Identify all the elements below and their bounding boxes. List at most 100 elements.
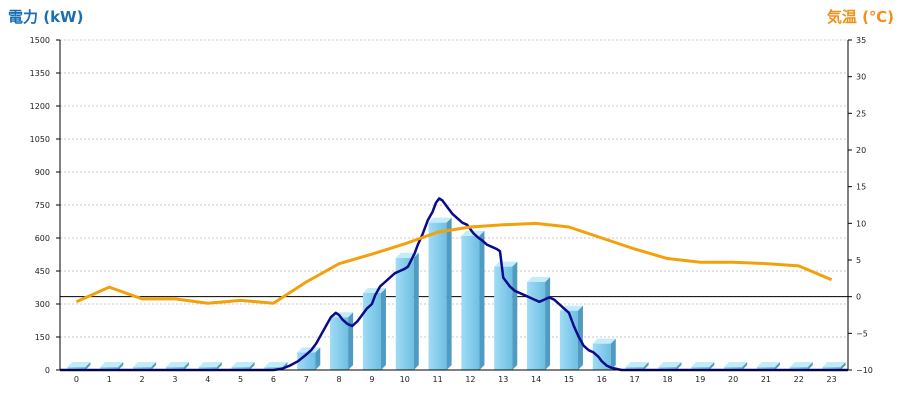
bar-side xyxy=(610,338,616,370)
bar-top xyxy=(198,362,222,367)
bar-side xyxy=(380,288,386,370)
left-tick-label: 750 xyxy=(35,201,50,210)
bar-top xyxy=(789,362,813,367)
bar-top xyxy=(658,362,682,367)
bar xyxy=(67,362,91,370)
bar-side xyxy=(348,312,354,370)
bar xyxy=(165,362,189,370)
x-tick-label: 12 xyxy=(465,375,475,384)
bar-side xyxy=(413,252,419,370)
right-tick-label: 15 xyxy=(856,183,866,192)
bar-front xyxy=(264,367,283,370)
x-tick-label: 5 xyxy=(238,375,243,384)
bar-top xyxy=(297,347,321,353)
right-tick-label: 20 xyxy=(856,146,866,155)
x-tick-label: 20 xyxy=(728,375,738,384)
bar-top xyxy=(133,362,157,367)
x-tick-label: 22 xyxy=(794,375,804,384)
bar xyxy=(133,362,157,370)
bar xyxy=(789,362,813,370)
bar-side xyxy=(479,230,485,370)
bar-front xyxy=(231,367,250,370)
bar xyxy=(100,362,124,370)
bar xyxy=(756,362,780,370)
bar-top xyxy=(494,261,518,267)
bar-side xyxy=(840,362,846,370)
x-tick-label: 0 xyxy=(74,375,79,384)
bar-side xyxy=(807,362,813,370)
bar-front xyxy=(822,367,841,370)
right-tick-label: 5 xyxy=(856,256,861,265)
bar-top xyxy=(822,362,846,367)
right-tick-label: 0 xyxy=(856,293,861,302)
left-tick-label: 600 xyxy=(35,234,50,243)
bar-top xyxy=(362,288,386,293)
bar xyxy=(362,288,386,370)
bar-front xyxy=(691,367,710,370)
bar-front xyxy=(494,266,513,370)
bar-front xyxy=(100,367,119,370)
bar xyxy=(822,362,846,370)
x-tick-label: 23 xyxy=(826,375,836,384)
bar xyxy=(658,362,682,370)
bar-front xyxy=(756,367,775,370)
bar xyxy=(231,362,255,370)
bar-front xyxy=(658,367,677,370)
right-tick-label: −10 xyxy=(856,366,873,375)
x-tick-label: 4 xyxy=(205,375,210,384)
right-tick-label: −5 xyxy=(856,329,868,338)
bar-front xyxy=(330,317,349,370)
bar-side xyxy=(742,362,748,370)
bar-front xyxy=(527,282,546,370)
left-tick-label: 900 xyxy=(35,168,50,177)
bar-top xyxy=(756,362,780,367)
x-tick-label: 10 xyxy=(400,375,410,384)
bar xyxy=(691,362,715,370)
left-tick-label: 150 xyxy=(35,333,50,342)
bar xyxy=(395,252,419,370)
bar-series xyxy=(67,217,846,370)
bar-front xyxy=(67,367,86,370)
bar-top xyxy=(428,217,452,223)
bar-front xyxy=(559,310,578,370)
x-tick-label: 13 xyxy=(498,375,508,384)
left-tick-label: 1200 xyxy=(30,102,50,111)
x-tick-label: 3 xyxy=(172,375,177,384)
left-tick-label: 0 xyxy=(45,366,50,375)
x-tick-label: 21 xyxy=(761,375,771,384)
x-tick-label: 2 xyxy=(140,375,145,384)
bar xyxy=(592,338,616,370)
bar xyxy=(198,362,222,370)
x-tick-label: 18 xyxy=(662,375,672,384)
left-tick-label: 1350 xyxy=(30,69,50,78)
bar-front xyxy=(625,367,644,370)
bar-side xyxy=(249,362,255,370)
bar xyxy=(625,362,649,370)
left-axis-title: 電力 (kW) xyxy=(8,8,83,26)
bar-side xyxy=(512,261,518,370)
bar-top xyxy=(264,362,288,367)
left-tick-label: 300 xyxy=(35,300,50,309)
bar xyxy=(428,217,452,370)
bar-top xyxy=(592,338,616,344)
x-tick-label: 1 xyxy=(107,375,112,384)
bar-side xyxy=(315,347,321,370)
bar-top xyxy=(100,362,124,367)
right-tick-label: 30 xyxy=(856,73,866,82)
bar-top xyxy=(527,277,551,282)
bar-top xyxy=(67,362,91,367)
bar-top xyxy=(691,362,715,367)
bar-side xyxy=(151,362,157,370)
power-line xyxy=(60,197,848,372)
right-axis-title: 気温 (℃) xyxy=(827,8,894,26)
bar-top xyxy=(231,362,255,367)
bar xyxy=(527,277,551,370)
bar-front xyxy=(592,343,611,370)
bar xyxy=(330,312,354,370)
grid xyxy=(60,39,848,338)
bar-front xyxy=(133,367,152,370)
x-tick-label: 15 xyxy=(564,375,574,384)
bar-side xyxy=(709,362,715,370)
